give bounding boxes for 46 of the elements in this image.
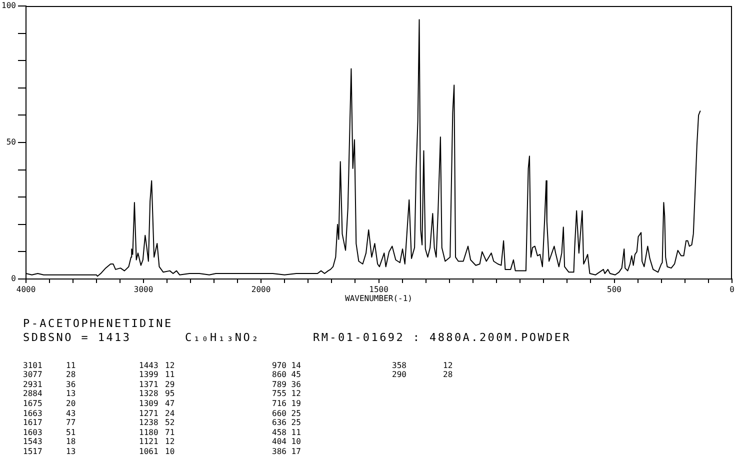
- text: P-ACETOPHENETIDINE: [23, 317, 173, 330]
- text: 1238 52: [139, 418, 175, 428]
- x-tick-label: 2000: [251, 284, 271, 294]
- y-tick-label: 100: [2, 1, 16, 10]
- text: 1543 18: [23, 437, 76, 447]
- text: 358 12: [392, 360, 453, 370]
- text: RM-01-01692 : 4880A.200M.POWDER: [313, 330, 571, 344]
- x-tick-label: 500: [607, 284, 622, 294]
- text: SDBSNO = 1413: [23, 330, 132, 344]
- text: 1663 43: [23, 408, 76, 418]
- x-axis-title: WAVENUMBER(-1): [345, 294, 412, 304]
- x-tick-label: 0: [730, 284, 735, 294]
- x-tick-label: 3000: [134, 284, 154, 294]
- y-tick-label: 50: [6, 138, 16, 147]
- text: 1271 24: [139, 408, 175, 418]
- text: 1328 95: [139, 389, 175, 399]
- text: 458 11: [272, 428, 301, 438]
- text: 1061 10: [139, 446, 175, 456]
- text: 1617 77: [23, 418, 76, 428]
- text: 1121 12: [139, 437, 175, 447]
- text: 1443 12: [139, 360, 175, 370]
- text: 1517 13: [23, 446, 76, 456]
- text: 860 45: [272, 370, 301, 380]
- text: 970 14: [272, 360, 301, 370]
- text: 3077 28: [23, 370, 76, 380]
- text: 1309 47: [139, 398, 175, 408]
- text: 2884 13: [23, 389, 76, 399]
- text: 1399 11: [139, 370, 175, 380]
- x-tick-label: 1500: [369, 284, 389, 294]
- text: 386 17: [272, 446, 301, 456]
- text: C₁₀H₁₃NO₂: [185, 330, 260, 344]
- text: 755 12: [272, 389, 301, 399]
- text: 660 25: [272, 408, 301, 418]
- x-tick-label: 4000: [16, 284, 36, 294]
- text: 290 28: [392, 370, 453, 380]
- text: 789 36: [272, 380, 301, 390]
- text: 404 10: [272, 437, 301, 447]
- text: 1180 71: [139, 428, 175, 438]
- text: 636 25: [272, 418, 301, 428]
- text: 716 19: [272, 398, 301, 408]
- text: 3101 11: [23, 360, 76, 370]
- text: 1603 51: [23, 428, 76, 438]
- text: 1371 29: [139, 380, 175, 390]
- text: 2931 36: [23, 380, 76, 390]
- text: 1675 20: [23, 398, 76, 408]
- y-tick-label: 0: [11, 274, 16, 284]
